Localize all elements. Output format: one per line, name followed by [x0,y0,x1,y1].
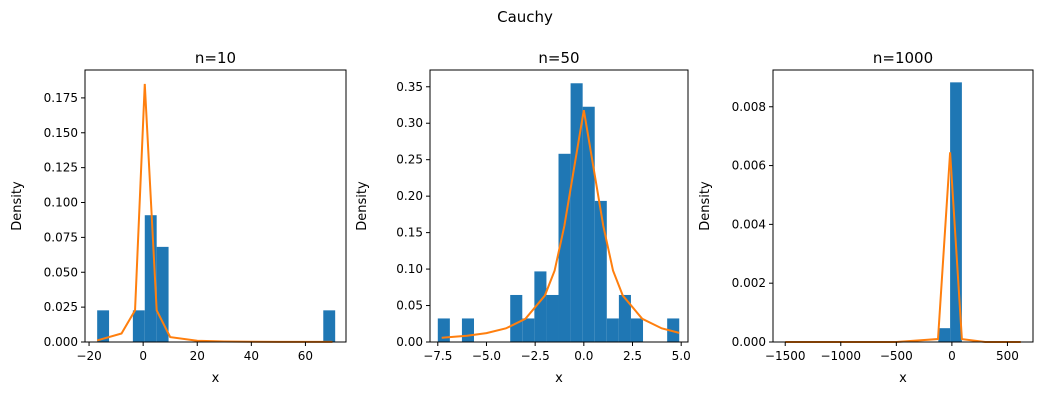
histogram-bar [606,318,619,342]
histogram-bar [618,294,631,342]
y-tick-label: 0.006 [732,159,766,173]
subplot-n50: −7.5 −5.0 −2.5 0.0 2.5 5.0 0.000.050.100.150.… [355,49,691,386]
x-tick-label: −1500 [765,349,806,363]
histogram-bars [437,83,680,343]
x-tick-label: 0 [139,349,147,363]
histogram-bar [594,200,607,342]
histogram-bar [950,82,962,342]
histogram-bars [97,215,336,342]
histogram-bar [437,318,450,342]
density-curve [96,83,333,343]
subplot-title: n=50 [538,49,579,67]
figure-suptitle: Cauchy [497,8,553,26]
x-tick-label: −7.5 [423,349,452,363]
y-ticks: 0.000 0.002 0.004 0.006 0.008 [732,100,773,349]
histogram-bar [97,310,110,342]
y-tick-label: 0.10 [396,262,423,276]
axes-spines [429,69,689,343]
y-tick-label: 0.20 [396,189,423,203]
y-tick-label: 0.004 [732,217,766,231]
histogram-bar [522,318,535,342]
x-tick-label: 60 [298,349,313,363]
y-axis-label: Density [698,181,713,231]
axes-spines [772,69,1034,343]
histogram-bar [667,318,680,342]
x-tick-label: −1000 [820,349,861,363]
histogram-bar [582,106,595,342]
y-tick-label: 0.35 [396,80,423,94]
y-tick-label: 0.00 [396,335,423,349]
subplot-n1000: −1500 −1000 −500 0 500 0.0000.0020.0040.0060… [698,49,1034,386]
y-tick-label: 0.30 [396,116,423,130]
density-curve [785,152,1021,343]
x-tick-label: −20 [76,349,101,363]
histogram-bar [156,246,169,342]
y-tick-label: 0.008 [732,100,766,114]
x-axis-label: x [899,371,907,386]
y-tick-label: 0.125 [44,161,78,175]
histogram-bar [546,294,559,342]
y-tick-label: 0.000 [732,335,766,349]
x-tick-label: 40 [244,349,259,363]
y-tick-label: 0.000 [44,335,78,349]
x-tick-label: 5.0 [672,349,691,363]
y-tick-label: 0.002 [732,276,766,290]
subplot-title: n=1000 [873,49,933,67]
histogram-bar [323,310,336,342]
histogram-bar [570,83,583,343]
x-tick-label: −5.0 [472,349,501,363]
x-axis-label: x [555,371,563,386]
x-ticks: −1500 −1000 −500 0 500 [765,342,1019,363]
x-ticks: −20 0 20 40 60 [76,342,313,363]
axes-frame [772,69,1034,343]
histogram-bar [144,215,157,342]
x-ticks: −7.5 −5.0 −2.5 0.0 2.5 5.0 [423,342,691,363]
y-tick-label: 0.15 [396,226,423,240]
subplot-n10: −20 0 20 40 60 0.000 0.025 0.050 0.075 0.100 0.12… [10,49,347,386]
axes-frame [429,69,689,343]
x-tick-label: 0 [948,349,956,363]
histogram-bar [461,318,474,342]
density-curve [441,109,680,339]
x-axis-label: x [212,371,220,386]
y-ticks: 0.000 0.025 0.050 0.075 0.100 0.125 0.150 0.175 [44,91,85,349]
histogram-bar [534,271,547,342]
x-tick-label: −500 [880,349,913,363]
subplot-title: n=10 [195,49,236,67]
x-tick-label: 0.0 [574,349,593,363]
y-tick-label: 0.25 [396,153,423,167]
x-tick-label: 20 [190,349,205,363]
axes-frame [84,69,347,343]
y-tick-label: 0.150 [44,126,78,140]
histogram-bars [938,82,962,342]
y-tick-label: 0.100 [44,196,78,210]
histogram-bar [132,310,145,342]
histogram-bar [938,328,951,342]
y-ticks: 0.00 0.05 0.10 0.15 0.20 0.25 0.30 0.35 [396,80,430,349]
y-tick-label: 0.05 [396,299,423,313]
y-tick-label: 0.175 [44,91,78,105]
y-tick-label: 0.050 [44,265,78,279]
x-tick-label: 500 [996,349,1019,363]
y-axis-label: Density [10,181,25,231]
histogram-bar [630,318,644,342]
y-tick-label: 0.075 [44,230,78,244]
axes-spines [84,69,347,343]
y-axis-label: Density [355,181,370,231]
y-tick-label: 0.025 [44,300,78,314]
histogram-bar [510,294,523,342]
x-tick-label: −2.5 [521,349,550,363]
x-tick-label: 2.5 [623,349,642,363]
